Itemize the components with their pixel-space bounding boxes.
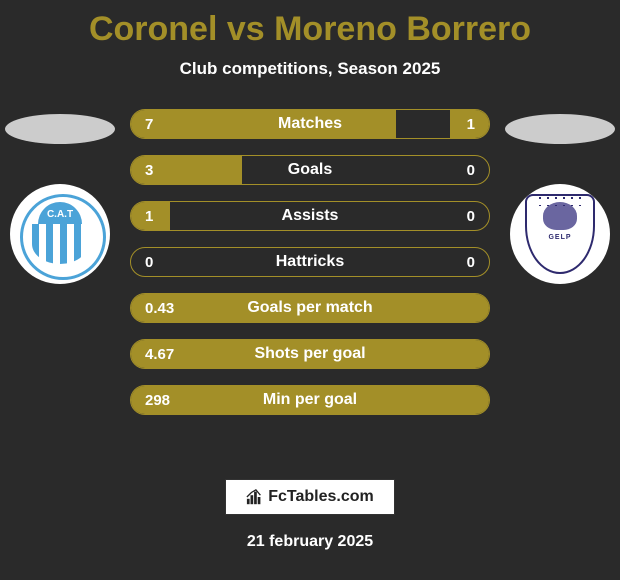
stat-label: Goals bbox=[131, 161, 489, 179]
stat-row: 10Assists bbox=[130, 201, 490, 231]
club-badge-right-shield: GELP bbox=[525, 194, 595, 274]
player-left-column: C.A.T bbox=[0, 109, 120, 284]
stat-label: Assists bbox=[131, 207, 489, 225]
club-badge-right: GELP bbox=[510, 184, 610, 284]
club-badge-left-stripes bbox=[32, 224, 88, 264]
player-right-silhouette bbox=[505, 114, 615, 144]
stat-label: Min per goal bbox=[131, 391, 489, 409]
stat-label: Goals per match bbox=[131, 299, 489, 317]
stat-row: 30Goals bbox=[130, 155, 490, 185]
main-area: C.A.T GELP 71Matches 30Goals 10Assists 00Ha… bbox=[0, 109, 620, 449]
player-left-silhouette bbox=[5, 114, 115, 144]
stat-label: Hattricks bbox=[131, 253, 489, 271]
club-badge-right-initials: GELP bbox=[548, 234, 571, 241]
club-badge-left: C.A.T bbox=[10, 184, 110, 284]
club-badge-right-helm-icon bbox=[543, 202, 577, 230]
footer-date: 21 february 2025 bbox=[0, 533, 620, 551]
infographic-root: Coronel vs Moreno Borrero Club competiti… bbox=[0, 0, 620, 580]
player-right-column: GELP bbox=[500, 109, 620, 284]
brand-logo: FcTables.com bbox=[225, 479, 395, 515]
club-badge-left-initials: C.A.T bbox=[38, 202, 82, 226]
stat-row: 298Min per goal bbox=[130, 385, 490, 415]
stat-row: 00Hattricks bbox=[130, 247, 490, 277]
stat-row: 0.43Goals per match bbox=[130, 293, 490, 323]
page-title: Coronel vs Moreno Borrero bbox=[0, 10, 620, 49]
stat-label: Matches bbox=[131, 115, 489, 133]
stats-list: 71Matches 30Goals 10Assists 00Hattricks 0.43… bbox=[130, 109, 490, 415]
brand-text: FcTables.com bbox=[268, 488, 374, 506]
stat-label: Shots per goal bbox=[131, 345, 489, 363]
subtitle: Club competitions, Season 2025 bbox=[0, 59, 620, 79]
stat-row: 4.67Shots per goal bbox=[130, 339, 490, 369]
stat-row: 71Matches bbox=[130, 109, 490, 139]
bar-chart-icon bbox=[246, 488, 264, 506]
